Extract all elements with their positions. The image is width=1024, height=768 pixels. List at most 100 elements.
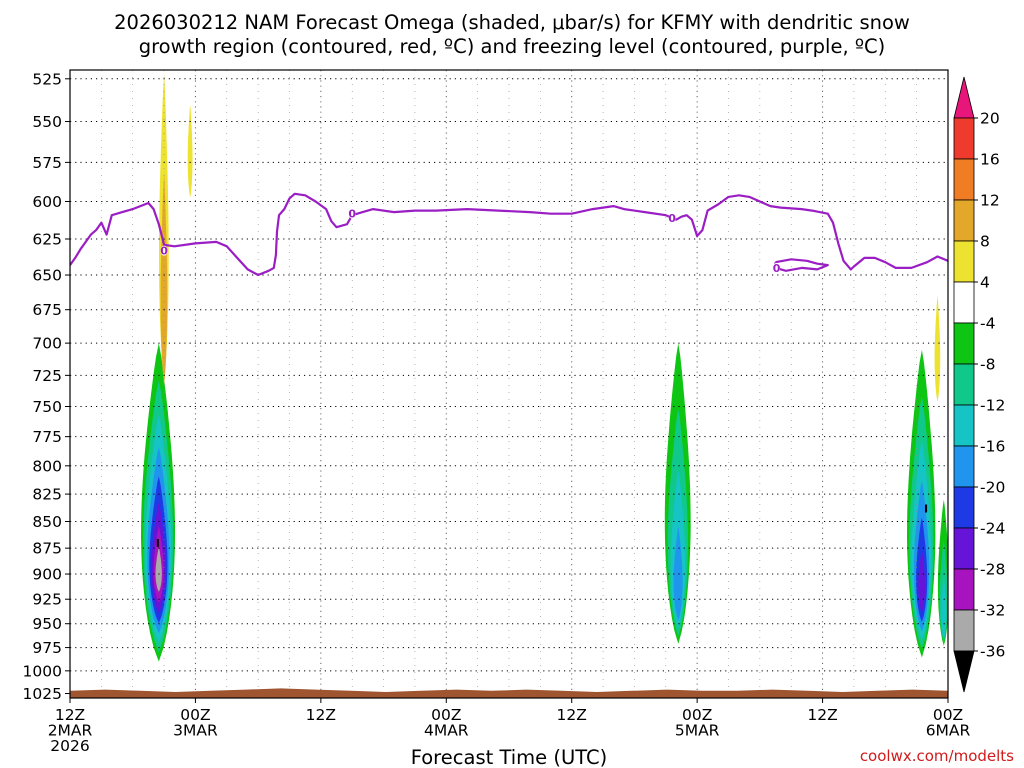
colorbar-tick-label: 8 bbox=[980, 233, 990, 251]
credit-text: coolwx.com/modelts bbox=[860, 747, 1014, 765]
x-tick-label: 12Z bbox=[557, 706, 587, 724]
omega-band bbox=[155, 547, 162, 594]
x-tick-label: 4MAR bbox=[424, 722, 469, 740]
x-tick-label: 5MAR bbox=[675, 722, 720, 740]
omega-colorbar: 20 16 12 8 4 -4 -8 -12 -16 -20 -24 -28 -32 -36 bbox=[953, 76, 1005, 693]
x-tick-label: 00Z bbox=[180, 706, 210, 724]
freezing-level-label-bg bbox=[160, 245, 168, 256]
omega-feature-ascent-5mar-24z bbox=[937, 499, 948, 653]
freezing-level-label-bg bbox=[348, 208, 356, 219]
surface-terrain-band bbox=[70, 688, 948, 698]
colorbar-band bbox=[953, 199, 975, 242]
x-tick-label: 12Z bbox=[306, 706, 336, 724]
freezing-level-contours: 0 0 0 0 bbox=[70, 192, 948, 277]
freezing-level-label-bg bbox=[773, 262, 781, 273]
colorbar-tick-label: -20 bbox=[980, 479, 1005, 497]
y-tick-label: 925 bbox=[32, 591, 62, 609]
extremum-markers: II bbox=[156, 502, 928, 549]
colorbar-tick-label: -32 bbox=[980, 602, 1005, 620]
y-tick-label: 950 bbox=[32, 615, 62, 633]
omega-feature-descent-aloft-3mar bbox=[159, 73, 169, 395]
x-tick-label: 6MAR bbox=[926, 722, 971, 740]
omega-feature-descent-high-3mar bbox=[187, 104, 193, 202]
colorbar-tick-label: -4 bbox=[980, 315, 995, 333]
omega-feature-ascent-4mar-18z bbox=[664, 343, 691, 657]
colorbar-tick-label: -28 bbox=[980, 561, 1005, 579]
extremum-mark: I bbox=[156, 537, 160, 550]
y-tick-label: 675 bbox=[32, 301, 62, 319]
omega-feature-ascent-5mar-21z bbox=[907, 349, 936, 671]
y-tick-label: 650 bbox=[32, 267, 62, 285]
colorbar-tick-label: -8 bbox=[980, 356, 995, 374]
freezing-level-label-bg bbox=[668, 213, 676, 224]
colorbar-tick-label: 4 bbox=[980, 274, 990, 292]
x-tick-label: 3MAR bbox=[173, 722, 218, 740]
colorbar-band bbox=[953, 568, 975, 611]
colorbar-band bbox=[953, 240, 975, 283]
y-tick-label: 800 bbox=[32, 457, 62, 475]
colorbar-band bbox=[953, 363, 975, 406]
x-tick-label: 00Z bbox=[431, 706, 461, 724]
omega-feature-ascent-3mar-00z bbox=[141, 343, 175, 676]
x-tick-label: 2MAR bbox=[48, 722, 93, 740]
y-tick-label: 625 bbox=[32, 230, 62, 248]
y-tick-label: 975 bbox=[32, 639, 62, 657]
colorbar-band bbox=[953, 609, 975, 652]
colorbar-tick-label: -16 bbox=[980, 438, 1005, 456]
y-tick-label: 600 bbox=[32, 193, 62, 211]
freezing-level-label: 0 bbox=[160, 245, 168, 258]
pressure-axis: 525 550 575 600 625 650 675 700 725 750 775 800 825 8… bbox=[23, 70, 70, 703]
omega-shading-layer bbox=[141, 73, 948, 676]
y-tick-label: 850 bbox=[32, 513, 62, 531]
x-tick-label: 2026 bbox=[50, 737, 89, 755]
omega-band bbox=[187, 104, 193, 202]
freezing-level-label: 0 bbox=[668, 212, 676, 225]
y-tick-label: 825 bbox=[32, 486, 62, 504]
extremum-mark: I bbox=[924, 502, 928, 515]
freezing-level-label: 0 bbox=[773, 262, 781, 275]
colorbar-tick-label: 12 bbox=[980, 192, 1000, 210]
chart-title-line-1: 2026030212 NAM Forecast Omega (shaded, μ… bbox=[114, 11, 910, 34]
colorbar-tick-label: -12 bbox=[980, 397, 1005, 415]
colorbar-bottom-triangle bbox=[953, 650, 975, 693]
colorbar-band bbox=[953, 404, 975, 447]
y-tick-label: 900 bbox=[32, 566, 62, 584]
colorbar-tick-label: 20 bbox=[980, 110, 1000, 128]
freezing-level-island bbox=[774, 258, 829, 272]
freezing-level-line bbox=[70, 192, 948, 277]
y-tick-label: 525 bbox=[32, 70, 62, 88]
colorbar-band bbox=[953, 527, 975, 570]
omega-band bbox=[673, 526, 683, 625]
y-tick-label: 875 bbox=[32, 540, 62, 558]
colorbar-band bbox=[953, 281, 975, 324]
omega-band bbox=[941, 578, 947, 641]
y-tick-label: 550 bbox=[32, 113, 62, 131]
colorbar-band bbox=[953, 158, 975, 201]
colorbar-tick-label: -36 bbox=[980, 643, 1005, 661]
x-tick-label: 00Z bbox=[933, 706, 963, 724]
x-tick-label: 12Z bbox=[807, 706, 837, 724]
terrain-fill bbox=[70, 688, 948, 698]
x-tick-label: 12Z bbox=[55, 706, 85, 724]
colorbar-top-triangle bbox=[953, 76, 975, 119]
colorbar-band bbox=[953, 117, 975, 160]
y-tick-label: 725 bbox=[32, 367, 62, 385]
x-axis-label: Forecast Time (UTC) bbox=[411, 746, 608, 768]
y-tick-label: 1025 bbox=[23, 685, 62, 703]
gridlines bbox=[70, 70, 948, 698]
chart-title-line-2: growth region (contoured, red, ºC) and f… bbox=[139, 35, 886, 58]
plot-frame bbox=[69, 69, 949, 699]
colorbar-tick-label: 16 bbox=[980, 151, 1000, 169]
y-tick-label: 775 bbox=[32, 428, 62, 446]
y-tick-label: 750 bbox=[32, 398, 62, 416]
freezing-level-label: 0 bbox=[348, 208, 356, 221]
y-tick-label: 575 bbox=[32, 154, 62, 172]
colorbar-band bbox=[953, 486, 975, 529]
omega-band bbox=[160, 173, 168, 395]
colorbar-band bbox=[953, 322, 975, 365]
plot-area: 00 00 II bbox=[70, 70, 948, 698]
colorbar-band bbox=[953, 445, 975, 488]
y-tick-label: 700 bbox=[32, 335, 62, 353]
